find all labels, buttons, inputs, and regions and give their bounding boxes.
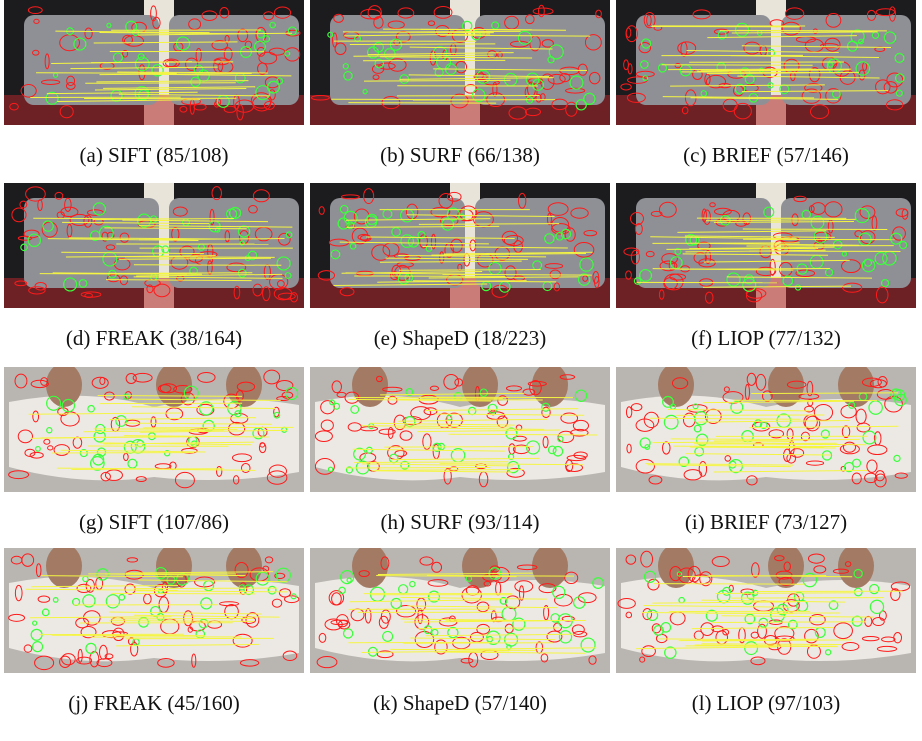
object (24, 15, 159, 105)
caption: (b) SURF (66/138) (310, 143, 610, 168)
match-line (109, 621, 254, 622)
caption: (i) BRIEF (73/127) (616, 510, 916, 535)
match-line (701, 644, 842, 645)
panel: (c) BRIEF (57/146) (616, 0, 916, 168)
match-image (310, 548, 610, 673)
match-image (4, 548, 304, 673)
match-line (134, 265, 281, 266)
match-line (671, 439, 813, 440)
object (781, 198, 911, 288)
panel: (e) ShapeD (18/223) (310, 183, 610, 351)
panel: (f) LIOP (77/132) (616, 183, 916, 351)
match-line (654, 584, 805, 585)
match-line (715, 593, 856, 594)
panel: (j) FREAK (45/160) (4, 548, 304, 716)
match-line (40, 274, 187, 275)
caption: (a) SIFT (85/108) (4, 143, 304, 168)
caption: (e) ShapeD (18/223) (310, 326, 610, 351)
match-image (616, 0, 916, 125)
caption: (f) LIOP (77/132) (616, 326, 916, 351)
match-line (442, 274, 591, 275)
caption: (d) FREAK (38/164) (4, 326, 304, 351)
match-image (4, 183, 304, 308)
object (766, 580, 911, 661)
panel: (d) FREAK (38/164) (4, 183, 304, 351)
panel: (g) SIFT (107/86) (4, 367, 304, 535)
match-line (94, 429, 237, 430)
panel: (b) SURF (66/138) (310, 0, 610, 168)
match-line (125, 257, 275, 258)
match-image (616, 367, 916, 492)
match-line (419, 224, 559, 225)
caption: (c) BRIEF (57/146) (616, 143, 916, 168)
match-line (354, 276, 505, 277)
match-line (383, 29, 532, 30)
match-image (616, 183, 916, 308)
object (169, 15, 299, 105)
match-image (310, 0, 610, 125)
panel: (k) ShapeD (57/140) (310, 548, 610, 716)
panel: (l) LIOP (97/103) (616, 548, 916, 716)
panel: (h) SURF (93/114) (310, 367, 610, 535)
match-line (384, 447, 533, 448)
caption: (g) SIFT (107/86) (4, 510, 304, 535)
match-line (133, 588, 276, 589)
caption: (j) FREAK (45/160) (4, 691, 304, 716)
match-image (310, 183, 610, 308)
match-line (661, 65, 812, 66)
panel: (a) SIFT (85/108) (4, 0, 304, 168)
match-line (720, 31, 873, 32)
match-line (348, 103, 496, 104)
match-line (398, 399, 542, 400)
match-line (399, 270, 541, 271)
match-line (375, 470, 523, 471)
match-image (616, 548, 916, 673)
match-image (4, 367, 304, 492)
match-line (143, 427, 294, 428)
figure-page: (a) SIFT (85/108)(b) SURF (66/138)(c) BR… (0, 0, 922, 741)
match-line (354, 462, 508, 463)
match-image (310, 367, 610, 492)
match-image (4, 0, 304, 125)
caption: (h) SURF (93/114) (310, 510, 610, 535)
caption: (k) ShapeD (57/140) (310, 691, 610, 716)
panel: (i) BRIEF (73/127) (616, 367, 916, 535)
caption: (l) LIOP (97/103) (616, 691, 916, 716)
match-line (350, 44, 495, 45)
match-line (743, 229, 888, 230)
